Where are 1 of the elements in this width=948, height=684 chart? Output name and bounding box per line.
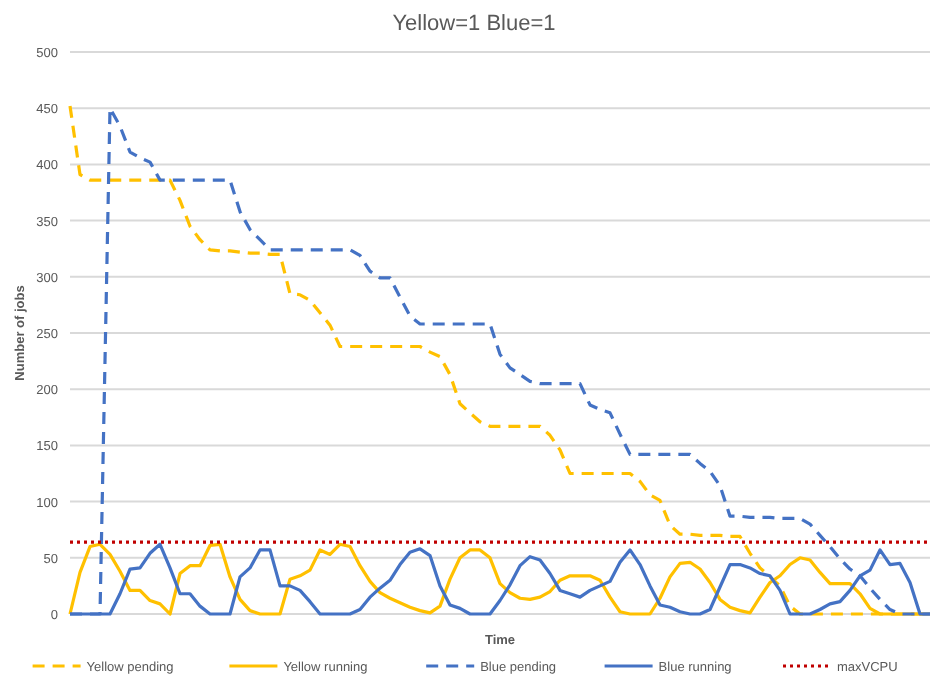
chart-title: Yellow=1 Blue=1 <box>392 12 556 36</box>
